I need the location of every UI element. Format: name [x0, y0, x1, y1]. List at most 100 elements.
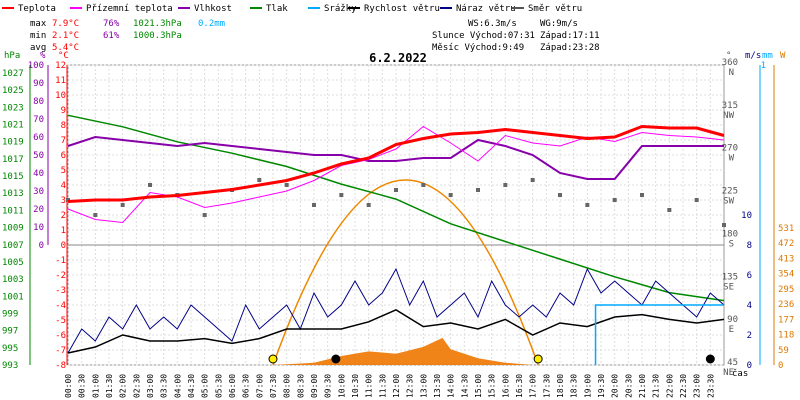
series-wind-speed — [67, 308, 725, 354]
info-moonset: Západ:23:28 — [540, 43, 600, 53]
sunrise-marker — [268, 354, 278, 364]
info-ws: WS:6.3m/s — [468, 19, 517, 29]
tick-hpa-9: 1009 — [2, 224, 24, 234]
info-sunrise: Slunce Východ:07:31 — [432, 31, 535, 41]
direction-point-11 — [366, 203, 371, 207]
unit-pct: % — [40, 51, 46, 61]
unit-mm: mm — [762, 51, 773, 61]
tick-x-13: 06:30 — [242, 374, 251, 398]
direction-point-17 — [530, 178, 535, 182]
tick-hpa-15: 997 — [2, 327, 18, 337]
tick-x-12: 06:00 — [228, 374, 237, 398]
x-axis: 00:00 00:30 01:00 01:30 02:00 02:30 03:00 03:30… — [64, 374, 715, 398]
tick-w-3: 354 — [778, 270, 794, 280]
tick-x-28: 14:00 — [447, 374, 456, 398]
tick-temp-12: 0 — [61, 241, 66, 251]
tick-hpa-11: 1005 — [2, 258, 24, 268]
direction-point-10 — [339, 193, 344, 197]
stats-block: max 7.9°C 76% 1021.3hPa 0.2mm min 2.1°C … — [30, 19, 225, 53]
direction-point-23 — [694, 198, 699, 202]
direction-point-14 — [448, 193, 453, 197]
tick-pct-6: 40 — [33, 169, 44, 179]
info-block: WS:6.3m/s WG:9m/s Slunce Východ:07:31 Zá… — [432, 19, 600, 53]
legend-label-2: Vlhkost — [194, 4, 232, 14]
tick-x-17: 08:30 — [296, 374, 305, 398]
tick-x-43: 21:30 — [652, 374, 661, 398]
tick-temp-10: 2 — [61, 211, 66, 221]
direction-point-3 — [148, 183, 152, 187]
tick-x-4: 02:00 — [119, 374, 128, 398]
tick-x-15: 07:30 — [269, 374, 278, 398]
tick-temp-13: -1 — [55, 256, 66, 266]
tick-hpa-3: 1021 — [2, 121, 24, 131]
stats-max-label: max — [30, 19, 47, 29]
tick-w-2: 413 — [778, 254, 794, 264]
unit-cas: čas — [732, 368, 748, 379]
stats-max-hum: 76% — [103, 19, 120, 29]
tick-x-31: 15:30 — [488, 374, 497, 398]
tick-pct-8: 20 — [33, 205, 44, 215]
tick-hpa-14: 999 — [2, 309, 18, 319]
tick-x-6: 03:00 — [146, 374, 155, 398]
tick-pct-1: 90 — [33, 79, 44, 89]
direction-point-20 — [612, 198, 617, 202]
tick-hpa-12: 1003 — [2, 275, 24, 285]
tick-ms-3: 4 — [747, 301, 752, 311]
tick-temp-1: 11 — [55, 76, 66, 86]
tick-hpa-8: 1011 — [2, 206, 24, 216]
tick-pct-10: 0 — [39, 241, 44, 251]
tick-dir-0: N — [729, 68, 734, 78]
unit-degc: °C — [58, 51, 69, 61]
tick-x-44: 22:00 — [665, 374, 674, 398]
tick-x-9: 04:30 — [187, 374, 196, 398]
tick-dir-6: E — [729, 325, 734, 335]
tick-temp-17: -5 — [55, 316, 66, 326]
legend: Teplota Přízemní teplota Vlhkost Tlak Srážky… — [2, 4, 582, 14]
tick-ms-1: 8 — [747, 241, 752, 251]
tick-temp-6: 6 — [61, 151, 66, 161]
tick-x-8: 04:00 — [173, 374, 182, 398]
tick-x-1: 00:30 — [78, 374, 87, 398]
tick-deg-1: 315 — [722, 101, 738, 111]
legend-label-7: Směr větru — [528, 4, 582, 14]
tick-x-20: 10:00 — [337, 374, 346, 398]
tick-x-21: 10:30 — [351, 374, 360, 398]
tick-x-27: 13:30 — [433, 374, 442, 398]
unit-deg: ° — [726, 51, 731, 61]
tick-x-22: 11:00 — [365, 374, 374, 398]
tick-deg-3: 225 — [722, 187, 738, 197]
tick-x-18: 09:00 — [310, 374, 319, 398]
tick-x-29: 14:30 — [460, 374, 469, 398]
tick-temp-20: -8 — [55, 361, 66, 371]
legend-label-6: Náraz větru — [456, 4, 516, 14]
tick-temp-5: 7 — [61, 136, 66, 146]
tick-ms-4: 2 — [747, 331, 752, 341]
tick-w-4: 295 — [778, 285, 794, 295]
tick-deg-6: 90 — [727, 315, 738, 325]
sunset-marker — [533, 354, 543, 364]
tick-hpa-13: 1001 — [2, 292, 24, 302]
direction-point-15 — [476, 188, 480, 192]
tick-pct-3: 70 — [33, 115, 44, 125]
stats-max-rain: 0.2mm — [198, 19, 225, 29]
tick-x-35: 17:30 — [542, 374, 551, 398]
tick-deg-4: 180 — [722, 229, 738, 239]
tick-x-47: 23:30 — [706, 374, 715, 398]
moonset-marker — [705, 354, 715, 364]
tick-x-36: 18:00 — [556, 374, 565, 398]
stats-max-temp: 7.9°C — [52, 19, 79, 29]
tick-hpa-7: 1013 — [2, 189, 24, 199]
tick-x-0: 00:00 — [64, 374, 73, 398]
direction-point-7 — [257, 178, 262, 182]
tick-w-7: 118 — [778, 331, 794, 341]
tick-x-26: 13:00 — [419, 374, 428, 398]
series-pressure — [67, 114, 725, 302]
tick-w-6: 177 — [778, 315, 794, 325]
tick-dir-5: SE — [723, 282, 734, 292]
tick-hpa-1: 1025 — [2, 86, 24, 96]
tick-hpa-2: 1023 — [2, 103, 24, 113]
direction-point-19 — [585, 203, 590, 207]
tick-x-2: 01:00 — [91, 374, 100, 398]
tick-w-0: 531 — [778, 224, 794, 234]
tick-w-1: 472 — [778, 239, 794, 249]
